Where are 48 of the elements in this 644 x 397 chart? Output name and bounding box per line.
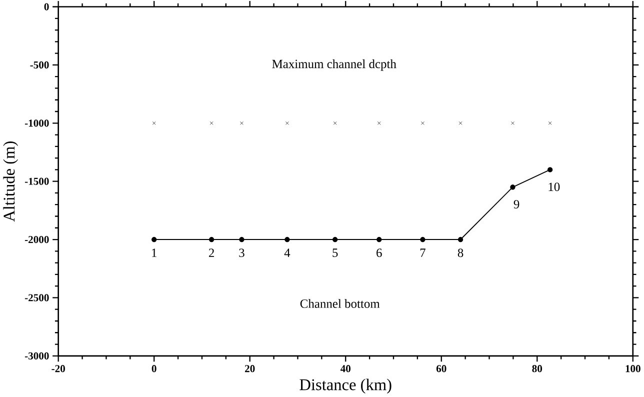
- point: [421, 122, 424, 125]
- annotation: Maximum channel dcpth: [272, 60, 396, 71]
- x-tick-label: 20: [245, 365, 255, 372]
- point: [239, 237, 244, 242]
- annotation: 1: [152, 248, 156, 258]
- x-tick-label: 100: [626, 365, 640, 372]
- point: [210, 122, 214, 125]
- x-tick-label: -20: [52, 365, 65, 372]
- point: [286, 122, 289, 125]
- point: [547, 167, 553, 172]
- annotation: 7: [420, 248, 426, 257]
- y-tick-label: -1000: [24, 120, 49, 127]
- y-tick-label: -500: [30, 62, 49, 69]
- annotation: 3: [239, 248, 244, 258]
- point: [152, 122, 156, 125]
- x-tick-label: 0: [152, 365, 156, 372]
- x-tick-label: 40: [340, 365, 350, 372]
- y-tick-label: -2500: [24, 294, 49, 302]
- point: [511, 122, 514, 125]
- point: [333, 122, 337, 125]
- y-tick-label: -2000: [24, 236, 49, 244]
- point: [510, 184, 516, 190]
- annotation: 10: [548, 182, 560, 192]
- annotation: Channel bottom: [300, 299, 380, 308]
- annotation: 9: [514, 200, 520, 209]
- annotation: 5: [332, 248, 338, 258]
- x-tick-label: 80: [532, 365, 542, 372]
- point: [458, 122, 462, 125]
- x-axis-title: Distance (km): [300, 378, 392, 394]
- point: [208, 237, 214, 242]
- annotation: 2: [208, 248, 214, 258]
- point: [284, 237, 290, 242]
- point: [240, 122, 244, 125]
- y-tick-label: 0: [44, 3, 49, 10]
- point: [548, 122, 552, 125]
- annotation: 8: [458, 248, 464, 258]
- point: [377, 122, 381, 125]
- point: [152, 237, 157, 242]
- y-axis-title: Altitude (m): [3, 142, 18, 222]
- point: [458, 237, 464, 242]
- annotation: 4: [284, 248, 290, 257]
- point: [332, 237, 338, 242]
- point: [420, 237, 426, 242]
- point: [376, 237, 382, 242]
- y-tick-label: -3000: [24, 352, 49, 360]
- annotation: 6: [376, 248, 382, 258]
- x-tick-label: 60: [436, 365, 446, 372]
- y-tick-label: -1500: [24, 178, 49, 186]
